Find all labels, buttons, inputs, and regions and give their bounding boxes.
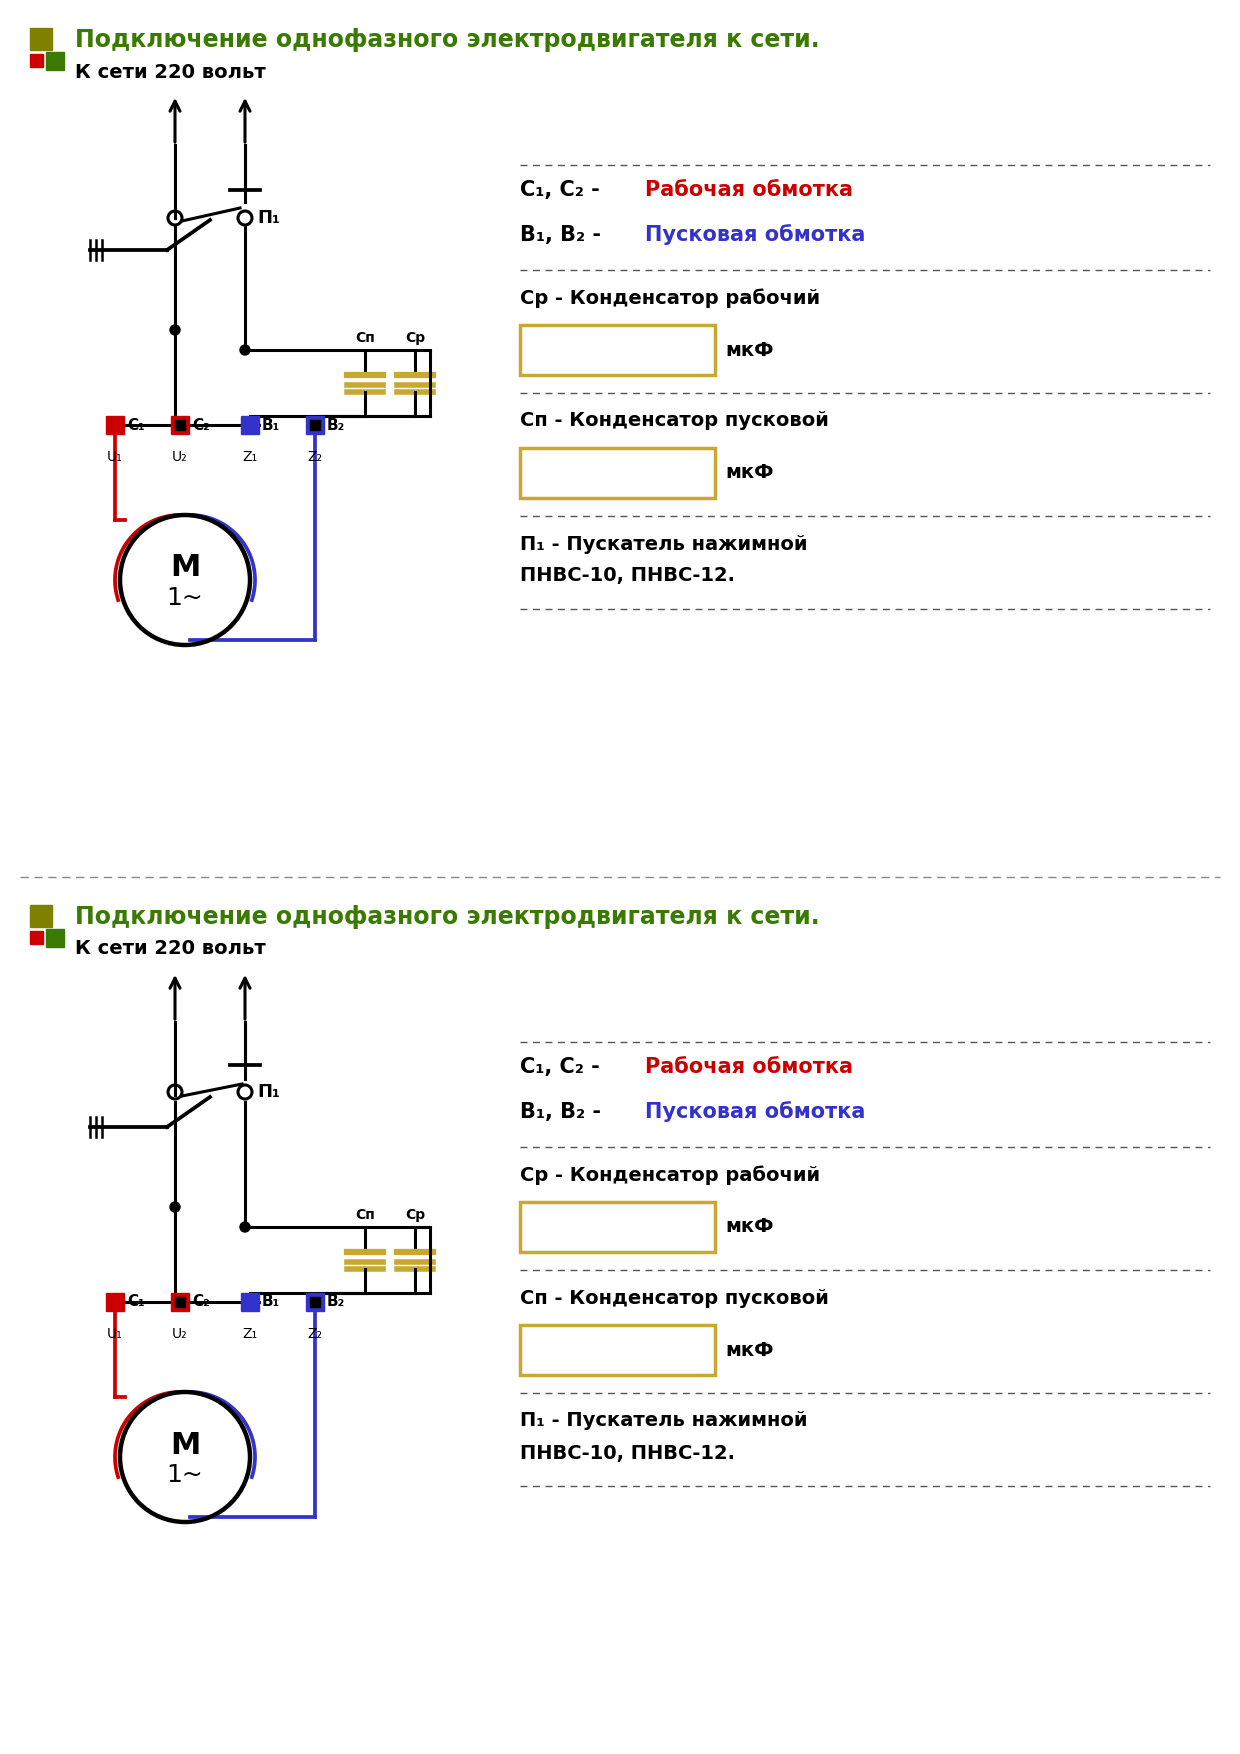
Text: В₁: В₁ [262, 417, 280, 433]
Text: П₁: П₁ [257, 209, 280, 226]
Text: С₂: С₂ [192, 1294, 210, 1310]
Text: мкФ: мкФ [725, 463, 774, 482]
Text: В₁: В₁ [262, 1294, 280, 1310]
Bar [520, 1201, 715, 1252]
Bar [241, 1293, 259, 1310]
Text: Подключение однофазного электродвигателя к сети.: Подключение однофазного электродвигателя… [74, 905, 820, 930]
Bar [30, 931, 43, 944]
Bar [306, 416, 324, 433]
Bar [520, 324, 715, 375]
Bar [46, 53, 64, 70]
Text: Сп: Сп [355, 332, 374, 346]
Text: В₁, В₂ -: В₁, В₂ - [520, 225, 609, 246]
Bar [310, 419, 320, 430]
Text: М: М [170, 554, 200, 582]
Text: П₁ - Пускатель нажимной: П₁ - Пускатель нажимной [520, 1412, 807, 1431]
Text: Пусковая обмотка: Пусковая обмотка [645, 225, 866, 246]
Bar [105, 1293, 124, 1310]
Text: Ср: Ср [405, 1209, 425, 1223]
Text: Сп: Сп [355, 1209, 374, 1223]
Circle shape [170, 1201, 180, 1212]
Text: Сп - Конденсатор пусковой: Сп - Конденсатор пусковой [520, 412, 828, 430]
Text: В₂: В₂ [327, 417, 345, 433]
Bar [46, 930, 64, 947]
Circle shape [241, 346, 250, 354]
Bar [171, 1293, 188, 1310]
Text: М: М [170, 1431, 200, 1459]
Bar [241, 416, 259, 433]
Circle shape [241, 1223, 250, 1231]
Bar [30, 54, 43, 67]
Text: Z₁: Z₁ [243, 451, 258, 465]
Text: ПНВС-10, ПНВС-12.: ПНВС-10, ПНВС-12. [520, 567, 735, 586]
Text: К сети 220 вольт: К сети 220 вольт [74, 940, 265, 958]
Text: Сп - Конденсатор пусковой: Сп - Конденсатор пусковой [520, 1289, 828, 1307]
Text: U₁: U₁ [107, 451, 123, 465]
Bar [30, 28, 52, 51]
Text: Ср - Конденсатор рабочий: Ср - Конденсатор рабочий [520, 1165, 820, 1184]
Bar [520, 1324, 715, 1375]
Text: Рабочая обмотка: Рабочая обмотка [645, 181, 853, 200]
Text: мкФ: мкФ [725, 340, 774, 360]
Text: Подключение однофазного электродвигателя к сети.: Подключение однофазного электродвигателя… [74, 28, 820, 53]
Bar [310, 1296, 320, 1307]
Text: Z₂: Z₂ [308, 451, 322, 465]
Text: Ср - Конденсатор рабочий: Ср - Конденсатор рабочий [520, 288, 820, 307]
Text: С₂: С₂ [192, 417, 210, 433]
Bar [306, 1293, 324, 1310]
Text: Пусковая обмотка: Пусковая обмотка [645, 1102, 866, 1123]
Text: К сети 220 вольт: К сети 220 вольт [74, 63, 265, 81]
Bar [175, 419, 185, 430]
Bar [175, 1296, 185, 1307]
Bar [520, 447, 715, 498]
Text: Рабочая обмотка: Рабочая обмотка [645, 1058, 853, 1077]
Text: мкФ: мкФ [725, 1217, 774, 1237]
Text: Z₁: Z₁ [243, 1328, 258, 1342]
Text: В₂: В₂ [327, 1294, 345, 1310]
Text: В₁, В₂ -: В₁, В₂ - [520, 1102, 609, 1123]
Text: 1~: 1~ [166, 586, 203, 610]
Text: С₁, С₂ -: С₁, С₂ - [520, 1058, 608, 1077]
Text: U₂: U₂ [172, 1328, 187, 1342]
Circle shape [170, 324, 180, 335]
Text: П₁ - Пускатель нажимной: П₁ - Пускатель нажимной [520, 535, 807, 554]
Bar [105, 416, 124, 433]
Text: С₁: С₁ [126, 1294, 145, 1310]
Text: С₁, С₂ -: С₁, С₂ - [520, 181, 608, 200]
Text: 1~: 1~ [166, 1463, 203, 1487]
Text: U₁: U₁ [107, 1328, 123, 1342]
Text: Z₂: Z₂ [308, 1328, 322, 1342]
Text: мкФ: мкФ [725, 1340, 774, 1359]
Text: С₁: С₁ [126, 417, 145, 433]
Text: U₂: U₂ [172, 451, 187, 465]
Text: Ср: Ср [405, 332, 425, 346]
Bar [171, 416, 188, 433]
Bar [30, 905, 52, 928]
Text: П₁: П₁ [257, 1082, 280, 1102]
Text: ПНВС-10, ПНВС-12.: ПНВС-10, ПНВС-12. [520, 1444, 735, 1463]
